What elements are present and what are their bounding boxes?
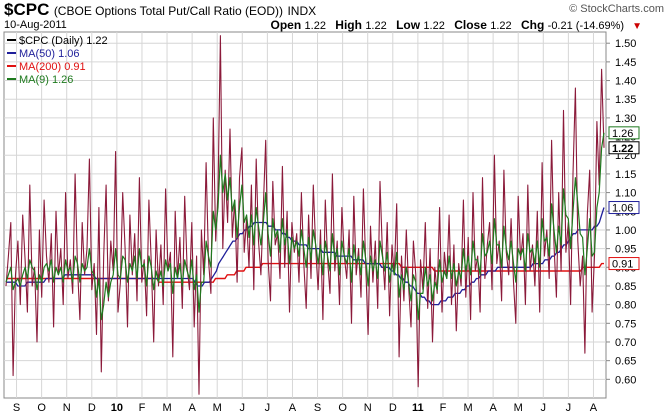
y-tick-label: 1.40 <box>615 76 636 88</box>
y-tick-label: 0.95 <box>615 244 636 256</box>
chart-title: $CPC (CBOE Options Total Put/Call Ratio … <box>4 0 317 19</box>
chg-value: -0.21 (-14.69%) <box>547 20 625 32</box>
last-value-tag-text: 1.22 <box>612 143 633 155</box>
y-tick-label: 1.00 <box>615 225 636 237</box>
watermark: © StockCharts.com <box>569 3 664 15</box>
x-tick-label: M <box>463 402 472 414</box>
last-value-tag <box>608 126 640 140</box>
ohlc-readout: Open 1.22 High 1.22 Low 1.22 Close 1.22 … <box>271 18 642 32</box>
y-tick-label: 1.10 <box>615 188 636 200</box>
legend-entry: MA(200) 0.91 <box>19 61 86 73</box>
x-tick-label: F <box>139 402 146 414</box>
last-value-tag <box>608 257 640 271</box>
x-tick-label: A <box>590 402 598 414</box>
y-tick-label: 1.45 <box>615 57 636 69</box>
x-tick-label: M <box>213 402 222 414</box>
x-tick-label: J <box>566 402 572 414</box>
x-tick-label: J <box>541 402 547 414</box>
ma50-series-line <box>6 207 605 306</box>
last-value-tag-text: 0.91 <box>612 259 633 271</box>
y-tick-label: 1.50 <box>615 38 636 50</box>
y-tick-label: 0.75 <box>615 318 636 330</box>
x-tick-label: O <box>338 402 347 414</box>
x-tick-label: M <box>162 402 171 414</box>
x-tick-label: A <box>188 402 196 414</box>
legend-entry: $CPC (Daily) 1.22 <box>19 35 108 47</box>
y-tick-label: 0.80 <box>615 300 636 312</box>
open-value: 1.22 <box>304 20 326 32</box>
x-tick-label: 10 <box>111 402 123 414</box>
date-label: 10-Aug-2011 <box>4 19 67 31</box>
x-tick-label: M <box>514 402 523 414</box>
y-tick-label: 0.85 <box>615 281 636 293</box>
x-tick-label: D <box>88 402 96 414</box>
x-tick-label: A <box>489 402 497 414</box>
x-tick-label: N <box>364 402 372 414</box>
x-tick-label: A <box>289 402 297 414</box>
x-tick-label: S <box>13 402 20 414</box>
x-tick-label: J <box>265 402 271 414</box>
y-tick-label: 0.65 <box>615 356 636 368</box>
x-tick-label: F <box>440 402 447 414</box>
y-tick-label: 1.30 <box>615 113 636 125</box>
last-value-tag <box>608 141 640 155</box>
x-tick-label: J <box>240 402 246 414</box>
low-value: 1.22 <box>423 20 445 32</box>
open-label: Open <box>270 18 302 32</box>
legend-entry: MA(50) 1.06 <box>19 48 80 60</box>
down-arrow-icon: ▼ <box>632 21 642 32</box>
y-tick-label: 0.70 <box>615 337 636 349</box>
close-label: Close <box>454 18 487 32</box>
cpc-series-line <box>5 35 605 395</box>
high-label: High <box>335 18 362 32</box>
legend-entry: MA(9) 1.26 <box>19 74 73 86</box>
last-value-tag <box>608 201 640 215</box>
x-tick-label: O <box>37 402 46 414</box>
x-tick-label: S <box>314 402 321 414</box>
exchange-label: INDX <box>287 4 317 18</box>
symbol-label: $CPC <box>4 0 50 19</box>
x-tick-label: 11 <box>412 402 424 414</box>
y-tick-label: 1.15 <box>615 169 636 181</box>
close-value: 1.22 <box>490 20 512 32</box>
ma9-series-line <box>5 132 605 321</box>
symbol-description: (CBOE Options Total Put/Call Ratio (EOD)… <box>53 4 283 18</box>
chg-label: Chg <box>520 18 545 32</box>
last-value-tag-text: 1.06 <box>612 203 633 215</box>
x-tick-label: N <box>63 402 71 414</box>
low-label: Low <box>396 18 421 32</box>
x-tick-label: D <box>389 402 397 414</box>
plot-area <box>3 31 607 399</box>
y-tick-label: 1.35 <box>615 94 636 106</box>
high-value: 1.22 <box>365 20 387 32</box>
y-tick-label: 0.60 <box>615 374 636 386</box>
last-value-tag-text: 1.26 <box>612 128 633 140</box>
